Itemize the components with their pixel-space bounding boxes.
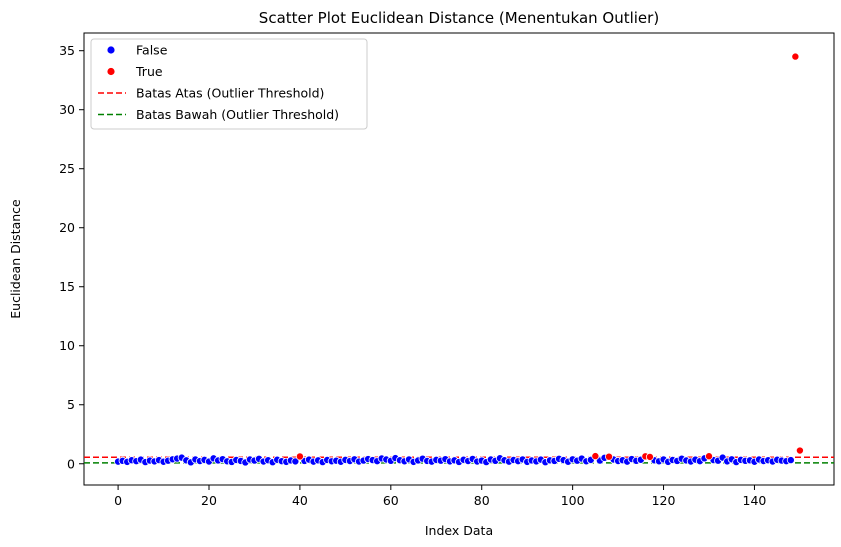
data-point (605, 452, 614, 461)
x-tick-label: 0 (114, 493, 122, 508)
x-tick-label: 40 (292, 493, 308, 508)
y-tick-label: 0 (67, 456, 75, 471)
y-axis-ticks: 0 5 10 15 20 25 30 35 (59, 43, 84, 471)
data-point (791, 52, 800, 61)
x-axis-ticks: 0 20 40 60 80 100 120 140 (114, 485, 766, 508)
y-tick-label: 15 (59, 279, 75, 294)
x-axis-label: Index Data (425, 523, 493, 538)
plot-frame (83, 32, 835, 486)
x-tick-label: 100 (561, 493, 585, 508)
y-tick-label: 10 (59, 338, 75, 353)
y-axis-label: Euclidean Distance (8, 199, 23, 319)
data-point (291, 457, 300, 466)
data-point (591, 452, 600, 461)
y-tick-label: 35 (59, 43, 75, 58)
legend-label: Batas Bawah (Outlier Threshold) (136, 107, 339, 122)
data-point (645, 452, 654, 461)
chart-title: Scatter Plot Euclidean Distance (Menentu… (259, 9, 659, 27)
x-tick-label: 120 (652, 493, 676, 508)
legend-marker (107, 67, 115, 76)
x-tick-label: 140 (743, 493, 767, 508)
legend-marker (107, 46, 115, 54)
y-tick-label: 20 (59, 220, 75, 235)
legend-label: True (135, 64, 163, 79)
data-points (114, 52, 804, 467)
data-point (705, 452, 714, 461)
y-tick-label: 5 (67, 397, 75, 412)
y-tick-label: 25 (59, 161, 75, 176)
x-tick-label: 60 (383, 493, 399, 508)
y-tick-label: 30 (59, 102, 75, 117)
x-tick-label: 20 (201, 493, 217, 508)
legend-entries: False True Batas Atas (Outlier Threshold) B… (98, 43, 339, 122)
legend-label: False (136, 43, 168, 58)
data-point (795, 446, 804, 455)
data-point (786, 456, 795, 465)
x-tick-label: 80 (474, 493, 490, 508)
legend: False True Batas Atas (Outlier Threshold) B… (90, 38, 368, 130)
data-point (295, 452, 304, 461)
legend-label: Batas Atas (Outlier Threshold) (136, 86, 324, 101)
legend-box (90, 38, 368, 130)
plot-area (83, 32, 835, 486)
